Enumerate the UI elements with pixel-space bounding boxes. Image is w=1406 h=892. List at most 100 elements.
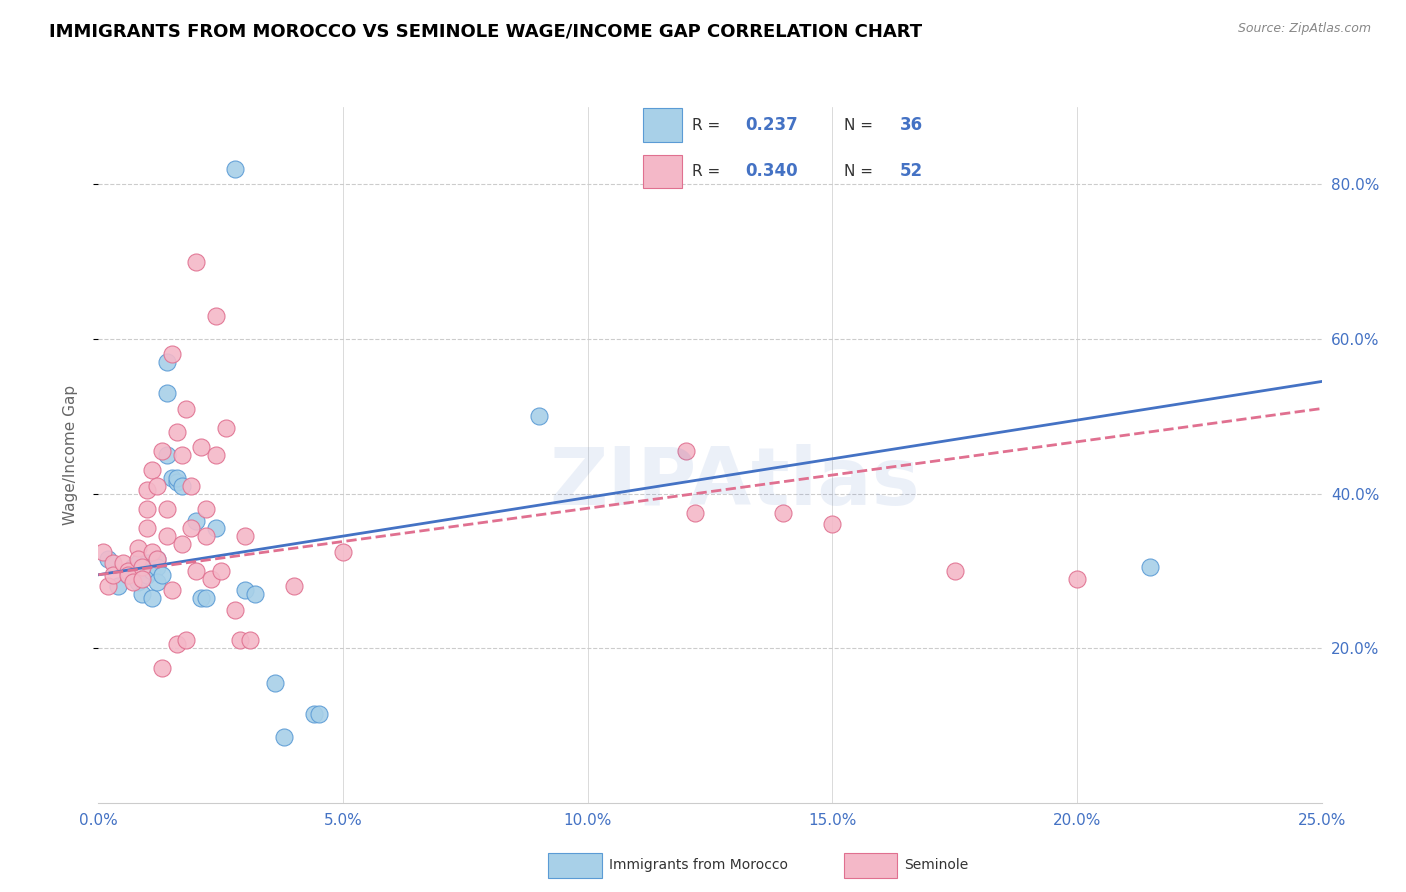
Point — [214, 421, 236, 435]
Point — [131, 572, 153, 586]
Point — [156, 448, 179, 462]
Point — [156, 529, 179, 543]
Point — [821, 517, 844, 532]
Text: Source: ZipAtlas.com: Source: ZipAtlas.com — [1237, 22, 1371, 36]
Point — [127, 556, 149, 570]
Point — [195, 591, 218, 605]
Point — [166, 475, 188, 489]
Point — [772, 506, 794, 520]
Point — [160, 583, 183, 598]
Point — [332, 544, 354, 558]
Point — [156, 355, 179, 369]
Point — [146, 560, 169, 574]
Text: ZIPAtlas: ZIPAtlas — [550, 443, 920, 522]
Point — [1066, 572, 1088, 586]
Point — [166, 471, 188, 485]
Point — [308, 706, 330, 721]
Point — [186, 254, 208, 268]
Point — [283, 579, 305, 593]
Point — [117, 564, 139, 578]
Point — [121, 575, 143, 590]
Point — [136, 502, 159, 516]
Point — [205, 309, 228, 323]
Point — [166, 425, 188, 439]
Point — [243, 587, 266, 601]
Point — [101, 556, 124, 570]
Text: R =: R = — [693, 118, 725, 133]
Y-axis label: Wage/Income Gap: Wage/Income Gap — [63, 384, 77, 525]
Point — [131, 587, 153, 601]
Point — [150, 567, 173, 582]
Text: 0.340: 0.340 — [745, 162, 797, 180]
Point — [160, 347, 183, 361]
Point — [111, 556, 134, 570]
Text: 36: 36 — [900, 116, 922, 135]
Text: R =: R = — [693, 164, 725, 179]
Point — [141, 564, 163, 578]
Point — [224, 161, 246, 176]
Point — [170, 448, 193, 462]
Point — [176, 401, 198, 416]
Point — [141, 544, 163, 558]
Point — [127, 564, 149, 578]
Point — [180, 521, 202, 535]
Point — [186, 564, 208, 578]
Point — [156, 502, 179, 516]
Point — [146, 575, 169, 590]
Point — [97, 552, 120, 566]
Point — [200, 572, 222, 586]
Text: N =: N = — [844, 164, 877, 179]
Point — [136, 556, 159, 570]
Point — [150, 660, 173, 674]
Point — [229, 633, 252, 648]
Point — [136, 521, 159, 535]
Point — [239, 633, 262, 648]
Point — [195, 502, 218, 516]
Point — [943, 564, 966, 578]
Point — [170, 537, 193, 551]
Point — [263, 676, 285, 690]
Text: 0.237: 0.237 — [745, 116, 799, 135]
Text: N =: N = — [844, 118, 877, 133]
Point — [190, 440, 212, 454]
Point — [302, 706, 325, 721]
Point — [205, 521, 228, 535]
Text: IMMIGRANTS FROM MOROCCO VS SEMINOLE WAGE/INCOME GAP CORRELATION CHART: IMMIGRANTS FROM MOROCCO VS SEMINOLE WAGE… — [49, 22, 922, 40]
Point — [141, 463, 163, 477]
Point — [160, 471, 183, 485]
Point — [685, 506, 707, 520]
Point — [527, 409, 550, 424]
Point — [97, 579, 120, 593]
Point — [166, 637, 188, 651]
Point — [180, 479, 202, 493]
Point — [127, 552, 149, 566]
Point — [107, 579, 129, 593]
Point — [233, 529, 256, 543]
Point — [273, 730, 295, 744]
Text: Immigrants from Morocco: Immigrants from Morocco — [609, 858, 787, 872]
Point — [141, 591, 163, 605]
Point — [1139, 560, 1161, 574]
Point — [209, 564, 232, 578]
Point — [150, 444, 173, 458]
Point — [190, 591, 212, 605]
Point — [127, 541, 149, 555]
Point — [195, 529, 218, 543]
Bar — [644, 108, 682, 142]
Text: 52: 52 — [900, 162, 922, 180]
Point — [136, 567, 159, 582]
Point — [117, 567, 139, 582]
Point — [170, 479, 193, 493]
Point — [146, 552, 169, 566]
Point — [233, 583, 256, 598]
Point — [131, 560, 153, 574]
Point — [176, 633, 198, 648]
Point — [91, 544, 114, 558]
Point — [156, 386, 179, 401]
Point — [186, 514, 208, 528]
Point — [146, 479, 169, 493]
Point — [127, 575, 149, 590]
Bar — [644, 154, 682, 188]
Point — [205, 448, 228, 462]
Point — [675, 444, 697, 458]
